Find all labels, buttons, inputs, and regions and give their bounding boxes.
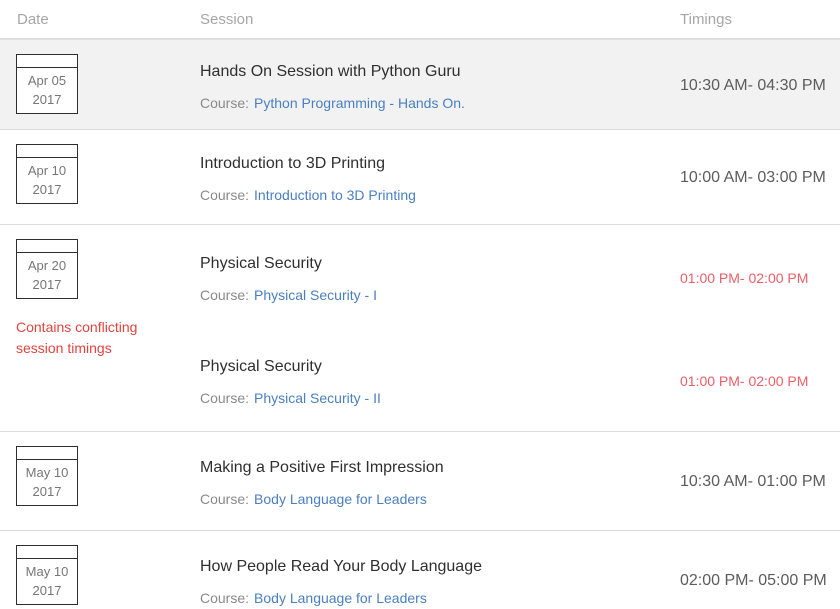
calendar-top-strip xyxy=(17,240,77,253)
table-row: May 10 2017 How People Read Your Body La… xyxy=(0,531,840,609)
session-cell: Hands On Session with Python Guru Course… xyxy=(200,40,680,129)
session-cell: Physical Security Course: Physical Securi… xyxy=(200,328,680,431)
date-calendar-box: Apr 05 2017 xyxy=(16,54,78,114)
date-calendar-box: Apr 20 2017 xyxy=(16,239,78,299)
session-title: Introduction to 3D Printing xyxy=(200,155,385,172)
date-cell: Apr 10 2017 xyxy=(0,130,200,224)
session-cell: Making a Positive First Impression Cours… xyxy=(200,432,680,530)
course-label: Course: xyxy=(200,187,250,203)
session-cell: How People Read Your Body Language Cours… xyxy=(200,531,680,609)
date-month-day: Apr 20 xyxy=(27,258,67,273)
session-cell: Introduction to 3D Printing Course: Intro… xyxy=(200,130,680,224)
session-title: Hands On Session with Python Guru xyxy=(200,62,461,80)
session-title: How People Read Your Body Language xyxy=(200,558,482,575)
session-group: How People Read Your Body Language Cours… xyxy=(200,531,840,609)
course-link[interactable]: Physical Security - I xyxy=(254,286,377,303)
session-timing: 10:00 AM- 03:00 PM xyxy=(680,169,826,186)
session-timing: 02:00 PM- 05:00 PM xyxy=(680,572,827,589)
date-year: 2017 xyxy=(32,182,62,197)
table-header: Date Session Timings xyxy=(0,0,840,40)
course-link[interactable]: Body Language for Leaders xyxy=(254,491,427,507)
date-year: 2017 xyxy=(32,92,62,107)
date-month-day: Apr 05 xyxy=(27,73,67,88)
table-row: Apr 05 2017 Hands On Session with Python… xyxy=(0,40,840,130)
session-timing: 01:00 PM- 02:00 PM xyxy=(680,372,809,389)
date-calendar-box: May 10 2017 xyxy=(16,446,78,506)
date-month-day: Apr 10 xyxy=(27,163,67,178)
course-link[interactable]: Body Language for Leaders xyxy=(254,590,427,606)
calendar-top-strip xyxy=(17,546,77,559)
course-link[interactable]: Physical Security - II xyxy=(254,389,381,406)
date-year: 2017 xyxy=(32,583,62,598)
course-line: Course: Introduction to 3D Printing xyxy=(200,187,640,203)
session-row: Making a Positive First Impression Cours… xyxy=(200,432,840,530)
column-header-date: Date xyxy=(17,10,49,28)
date-year: 2017 xyxy=(32,277,62,292)
session-row: Hands On Session with Python Guru Course… xyxy=(200,40,840,129)
session-title: Physical Security xyxy=(200,357,322,375)
session-timing: 10:30 AM- 01:00 PM xyxy=(680,473,826,490)
date-cell: Apr 20 2017 Contains conflicting session… xyxy=(0,225,200,431)
date-cell: Apr 05 2017 xyxy=(0,40,200,129)
session-row: Physical Security Course: Physical Securi… xyxy=(200,328,840,431)
date-calendar-box: Apr 10 2017 xyxy=(16,144,78,204)
course-line: Course: Body Language for Leaders xyxy=(200,491,640,507)
course-line: Course: Python Programming - Hands On. xyxy=(200,95,640,111)
session-group: Hands On Session with Python Guru Course… xyxy=(200,40,840,129)
table-row: May 10 2017 Making a Positive First Impr… xyxy=(0,432,840,531)
date-year: 2017 xyxy=(32,484,62,499)
session-title: Physical Security xyxy=(200,254,322,272)
session-row: Introduction to 3D Printing Course: Intro… xyxy=(200,130,840,224)
session-title: Making a Positive First Impression xyxy=(200,459,444,476)
table-row: Apr 20 2017 Contains conflicting session… xyxy=(0,225,840,432)
course-label: Course: xyxy=(200,389,250,406)
course-line: Course: Physical Security - I xyxy=(200,287,640,303)
column-header-timings: Timings xyxy=(680,10,732,28)
session-row: Physical Security Course: Physical Securi… xyxy=(200,225,840,328)
date-calendar-box: May 10 2017 xyxy=(16,545,78,605)
table-row: Apr 10 2017 Introduction to 3D Printing … xyxy=(0,130,840,225)
session-cell: Physical Security Course: Physical Securi… xyxy=(200,225,680,328)
course-label: Course: xyxy=(200,590,250,606)
course-link[interactable]: Introduction to 3D Printing xyxy=(254,187,416,203)
session-timing: 01:00 PM- 02:00 PM xyxy=(680,269,809,286)
session-row: How People Read Your Body Language Cours… xyxy=(200,531,840,609)
date-month-day: May 10 xyxy=(25,465,69,480)
calendar-top-strip xyxy=(17,55,77,68)
date-month-day: May 10 xyxy=(25,564,69,579)
session-group: Introduction to 3D Printing Course: Intro… xyxy=(200,130,840,224)
course-label: Course: xyxy=(200,286,250,303)
course-link[interactable]: Python Programming - Hands On. xyxy=(254,94,465,111)
conflict-warning-text: Contains conflicting session timings xyxy=(16,319,138,356)
calendar-top-strip xyxy=(17,145,77,158)
date-cell: May 10 2017 xyxy=(0,531,200,609)
calendar-top-strip xyxy=(17,447,77,460)
course-line: Course: Body Language for Leaders xyxy=(200,590,640,606)
course-label: Course: xyxy=(200,94,250,111)
course-line: Course: Physical Security - II xyxy=(200,390,640,406)
table-body: Apr 05 2017 Hands On Session with Python… xyxy=(0,40,840,609)
session-group: Making a Positive First Impression Cours… xyxy=(200,432,840,530)
date-cell: May 10 2017 xyxy=(0,432,200,530)
session-timing: 10:30 AM- 04:30 PM xyxy=(680,76,826,94)
column-header-session: Session xyxy=(200,10,254,28)
course-label: Course: xyxy=(200,491,250,507)
session-group: Physical Security Course: Physical Securi… xyxy=(200,225,840,431)
